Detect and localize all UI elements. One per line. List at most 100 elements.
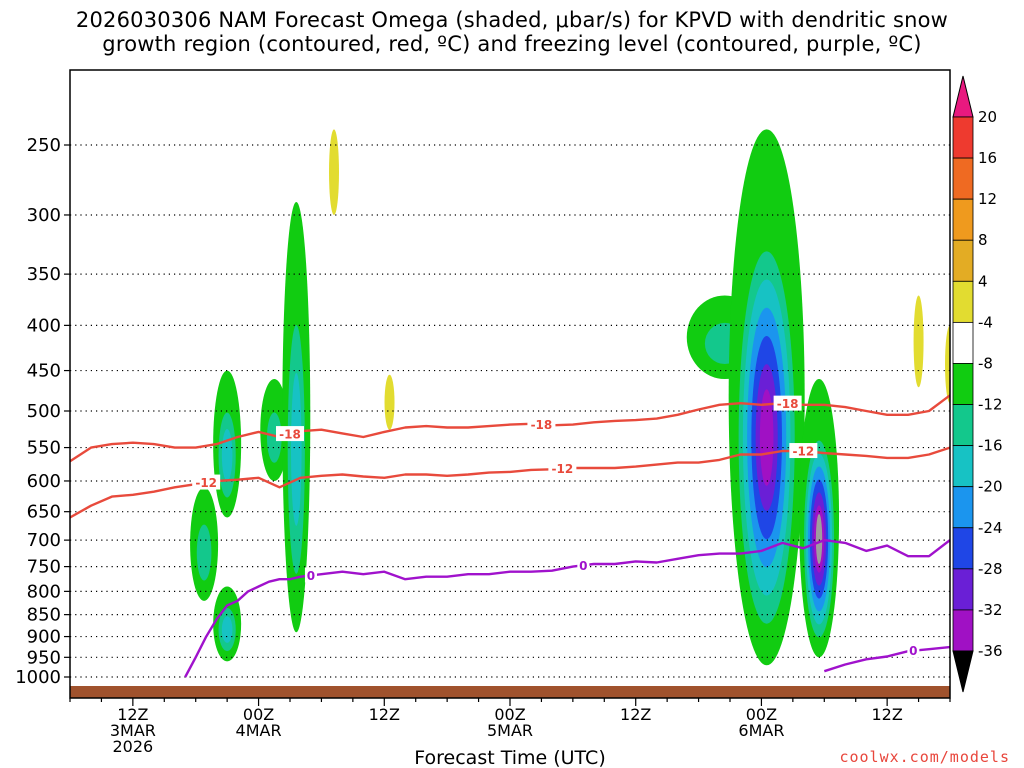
colorbar-tick-label: 12 bbox=[978, 190, 997, 208]
x-tick-label: 5MAR bbox=[487, 721, 533, 740]
colorbar-tick-label: -20 bbox=[978, 478, 1003, 496]
y-tick-label: 850 bbox=[27, 605, 61, 626]
omega-contour-fill bbox=[759, 389, 774, 486]
contour-label-bg bbox=[577, 557, 590, 573]
contour-label: 0 bbox=[307, 569, 315, 583]
colorbar-tick-label: -4 bbox=[978, 313, 993, 331]
x-axis-label: Forecast Time (UTC) bbox=[414, 747, 605, 768]
omega-positive-blob bbox=[945, 325, 950, 404]
y-tick-label: 300 bbox=[27, 205, 61, 226]
contour-line: 0 bbox=[823, 642, 950, 673]
colorbar: 20 16 12 8 4 -4 -8 -12 -16 -20 -24 -28 -32 -36 bbox=[952, 75, 1003, 693]
contour-path bbox=[184, 538, 950, 678]
omega-feature bbox=[190, 487, 219, 601]
contour-label: -12 bbox=[195, 476, 217, 490]
x-tick-label: 12Z bbox=[620, 705, 651, 724]
colorbar-tick-label: 16 bbox=[978, 149, 997, 167]
colorbar-tick-label: 4 bbox=[978, 272, 988, 290]
contour-label-bg bbox=[527, 416, 556, 432]
omega-feature bbox=[260, 379, 289, 481]
x-tick-label: 00Z bbox=[243, 705, 274, 724]
y-tick-label: 500 bbox=[27, 401, 61, 422]
contour-label-bg bbox=[907, 642, 920, 658]
contour-line: -12 -12 -12 bbox=[70, 443, 950, 519]
x-tick-label: 00Z bbox=[746, 705, 777, 724]
omega-feature bbox=[213, 586, 242, 662]
omega-contour-fill bbox=[221, 616, 233, 643]
colorbar-tick-label: 20 bbox=[978, 108, 997, 126]
contour-label-bg bbox=[548, 460, 577, 476]
y-tick-label: 900 bbox=[27, 627, 61, 648]
x-tick-label: 2026 bbox=[112, 737, 153, 756]
colorbar-bin bbox=[952, 609, 974, 652]
colorbar-bottom-arrow bbox=[952, 650, 974, 693]
colorbar-bin bbox=[952, 568, 974, 611]
contour-label-bg bbox=[789, 443, 818, 459]
colorbar-bin bbox=[952, 321, 974, 364]
omega-positive-blob bbox=[913, 295, 924, 388]
y-tick-label: 750 bbox=[27, 557, 61, 578]
chart-title-line-2: growth region (contoured, red, ºC) and f… bbox=[102, 32, 922, 56]
colorbar-top-arrow bbox=[952, 75, 974, 118]
colorbar-tick-label: -24 bbox=[978, 519, 1003, 537]
contour-label: 0 bbox=[909, 644, 917, 658]
y-axis: 2503003504004505005506006507007508008509… bbox=[15, 135, 70, 688]
colorbar-bin bbox=[952, 404, 974, 447]
chart-title-line-1: 2026030306 NAM Forecast Omega (shaded, μ… bbox=[75, 8, 949, 32]
colorbar-bin bbox=[952, 157, 974, 200]
contour-label-bg bbox=[192, 474, 221, 490]
y-tick-label: 800 bbox=[27, 581, 61, 602]
omega-positive-blob bbox=[384, 374, 395, 430]
colorbar-tick-label: -36 bbox=[978, 642, 1003, 660]
colorbar-bin bbox=[952, 239, 974, 282]
contour-label: -18 bbox=[531, 418, 553, 432]
colorbar-tick-label: -8 bbox=[978, 354, 993, 372]
omega-contour-fill bbox=[815, 513, 823, 565]
x-tick-label: 3MAR bbox=[110, 721, 156, 740]
x-tick-label: 00Z bbox=[494, 705, 525, 724]
y-tick-label: 700 bbox=[27, 530, 61, 551]
omega-feature bbox=[945, 325, 950, 404]
colorbar-tick-label: 8 bbox=[978, 231, 988, 249]
chart-title: 2026030306 NAM Forecast Omega (shaded, μ… bbox=[0, 8, 1024, 56]
colorbar-tick-label: -16 bbox=[978, 437, 1003, 455]
omega-shading-layer bbox=[190, 129, 950, 666]
y-tick-label: 400 bbox=[27, 315, 61, 336]
omega-contour-fill bbox=[290, 372, 302, 526]
y-tick-label: 650 bbox=[27, 502, 61, 523]
colorbar-bin bbox=[952, 116, 974, 159]
y-tick-label: 450 bbox=[27, 361, 61, 382]
contour-path bbox=[823, 645, 950, 673]
contour-label-bg bbox=[276, 426, 304, 442]
contour-line: 00 bbox=[184, 538, 950, 678]
contour-label: 0 bbox=[579, 559, 587, 573]
omega-contour-fill bbox=[266, 412, 282, 463]
omega-feature bbox=[384, 374, 395, 430]
omega-feature bbox=[799, 379, 840, 658]
omega-contour-fill bbox=[221, 428, 233, 482]
colorbar-bin bbox=[952, 280, 974, 323]
omega-positive-blob bbox=[329, 129, 339, 215]
colorbar-bin bbox=[952, 445, 974, 488]
colorbar-bin bbox=[952, 198, 974, 241]
contour-label: -12 bbox=[552, 462, 574, 476]
contour-line: -18 -18 -18 bbox=[70, 394, 950, 463]
omega-feature bbox=[728, 129, 805, 666]
x-tick-label: 12Z bbox=[117, 705, 148, 724]
colorbar-bin bbox=[952, 527, 974, 570]
colorbar-bin bbox=[952, 486, 974, 529]
ground-surface bbox=[70, 686, 950, 698]
omega-feature bbox=[913, 295, 924, 388]
x-tick-label: 12Z bbox=[871, 705, 902, 724]
contour-path bbox=[70, 394, 950, 463]
y-tick-label: 950 bbox=[27, 647, 61, 668]
credit-text: coolwx.com/models bbox=[839, 748, 1010, 766]
contour-label-bg bbox=[304, 567, 317, 583]
colorbar-tick-label: -32 bbox=[978, 601, 1003, 619]
y-tick-label: 550 bbox=[27, 438, 61, 459]
contour-label: -12 bbox=[792, 445, 814, 459]
colorbar-tick-label: -28 bbox=[978, 560, 1003, 578]
omega-contour-fill bbox=[196, 524, 212, 581]
